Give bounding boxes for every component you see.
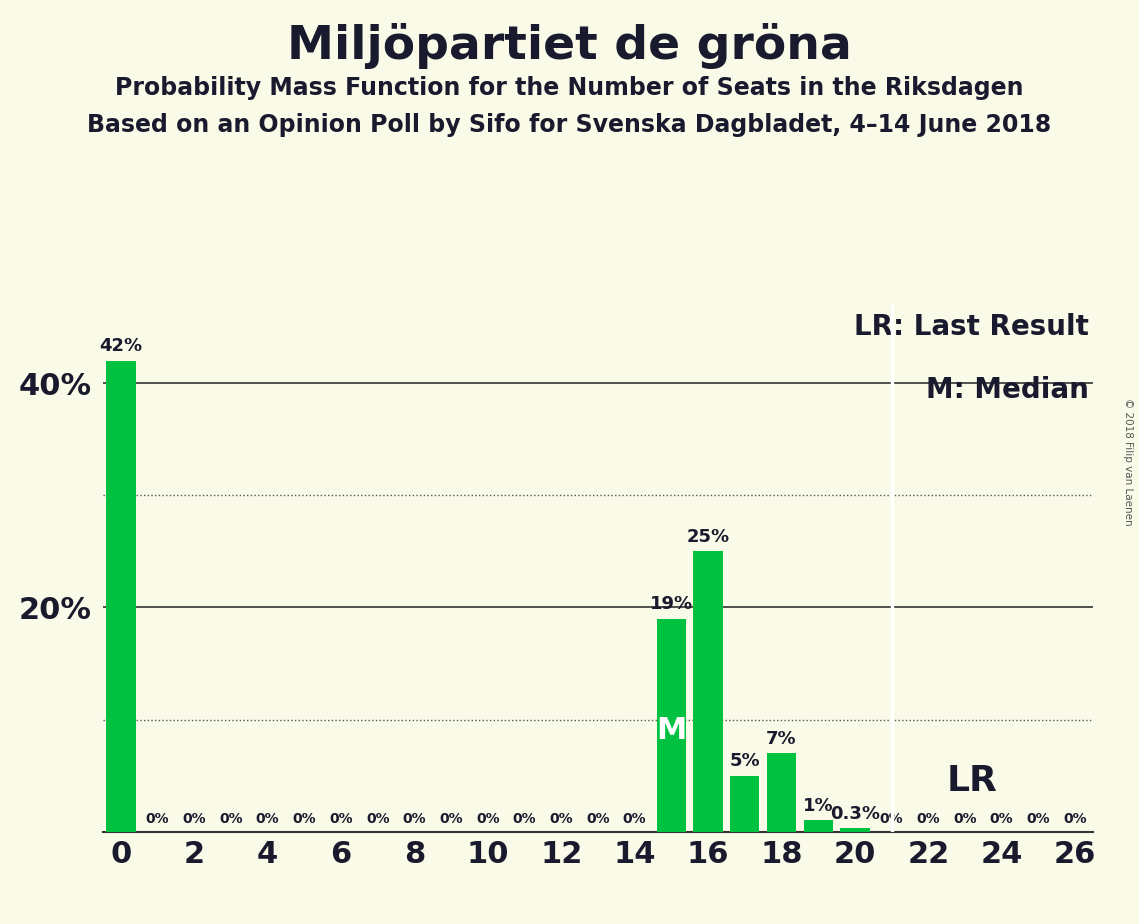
Text: LR: LR [947, 764, 998, 798]
Text: 0%: 0% [587, 812, 609, 826]
Text: 0%: 0% [513, 812, 536, 826]
Text: 0%: 0% [549, 812, 573, 826]
Text: 0%: 0% [256, 812, 279, 826]
Text: 0%: 0% [293, 812, 317, 826]
Text: 0%: 0% [182, 812, 206, 826]
Bar [657, 619, 686, 832]
Bar [694, 552, 723, 832]
Text: 0%: 0% [879, 812, 903, 826]
Bar [803, 821, 833, 832]
Text: 42%: 42% [99, 337, 142, 356]
Bar [767, 753, 796, 832]
Text: 5%: 5% [729, 752, 760, 770]
Bar [730, 775, 760, 832]
Text: 0%: 0% [623, 812, 647, 826]
Text: 0.3%: 0.3% [830, 805, 880, 822]
Text: 0%: 0% [1064, 812, 1087, 826]
Text: Probability Mass Function for the Number of Seats in the Riksdagen: Probability Mass Function for the Number… [115, 76, 1024, 100]
Bar [106, 361, 136, 832]
Text: 25%: 25% [687, 528, 730, 546]
Text: Based on an Opinion Poll by Sifo for Svenska Dagbladet, 4–14 June 2018: Based on an Opinion Poll by Sifo for Sve… [88, 113, 1051, 137]
Text: M: M [656, 716, 687, 746]
Text: M: Median: M: Median [926, 376, 1089, 404]
Text: 0%: 0% [403, 812, 426, 826]
Text: 0%: 0% [917, 812, 940, 826]
Text: 0%: 0% [146, 812, 170, 826]
Bar [841, 828, 869, 832]
Text: 0%: 0% [219, 812, 243, 826]
Text: 0%: 0% [476, 812, 500, 826]
Text: Miljöpartiet de gröna: Miljöpartiet de gröna [287, 23, 852, 69]
Text: 0%: 0% [329, 812, 353, 826]
Text: © 2018 Filip van Laenen: © 2018 Filip van Laenen [1123, 398, 1133, 526]
Text: 0%: 0% [1026, 812, 1050, 826]
Text: 0%: 0% [366, 812, 390, 826]
Text: 0%: 0% [990, 812, 1014, 826]
Text: 7%: 7% [767, 730, 797, 748]
Text: 1%: 1% [803, 796, 834, 815]
Text: 0%: 0% [440, 812, 462, 826]
Text: 0%: 0% [953, 812, 977, 826]
Text: LR: Last Result: LR: Last Result [853, 313, 1089, 341]
Text: 19%: 19% [650, 595, 693, 614]
